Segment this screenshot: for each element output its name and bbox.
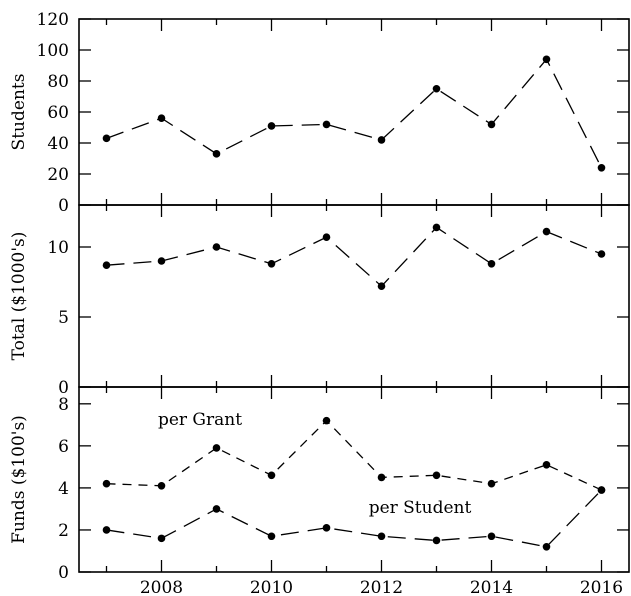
data-point — [157, 257, 166, 265]
data-point — [267, 260, 276, 268]
series-line-3-2 — [106, 489, 602, 548]
y-tick-label: 120 — [37, 10, 69, 30]
data-point — [487, 479, 496, 488]
y-tick-label: 2 — [58, 521, 69, 541]
panel-2-ylabel: Total ($1000's) — [9, 232, 29, 361]
y-tick-label: 80 — [47, 72, 69, 92]
panel-1-frame — [78, 18, 630, 206]
data-point — [377, 473, 386, 482]
data-point — [432, 471, 441, 480]
y-tick-label: 0 — [58, 196, 69, 216]
data-point — [487, 260, 496, 268]
data-point — [432, 223, 441, 232]
data-point — [542, 460, 551, 469]
panel-3-ylabel: Funds ($100's) — [9, 415, 29, 544]
data-point — [377, 532, 386, 541]
data-point — [322, 524, 331, 532]
data-point — [102, 479, 111, 488]
y-tick-label: 0 — [58, 378, 69, 398]
y-tick-label: 100 — [37, 41, 69, 61]
data-point — [542, 227, 551, 236]
data-point — [487, 120, 496, 129]
data-point — [267, 471, 276, 480]
data-point — [157, 534, 166, 543]
data-point — [597, 486, 606, 494]
data-point — [377, 136, 386, 144]
y-tick-label: 6 — [58, 437, 69, 457]
data-point — [212, 444, 221, 452]
data-point — [322, 120, 331, 129]
data-point — [212, 243, 221, 251]
data-point — [102, 526, 111, 534]
panel-1-ylabel: Students — [9, 74, 29, 151]
x-tick-label: 2008 — [140, 578, 183, 596]
data-point — [322, 233, 331, 241]
data-point — [322, 416, 331, 425]
series-line-1-1 — [106, 58, 603, 169]
y-tick-label: 0 — [58, 563, 69, 583]
data-point — [157, 114, 166, 122]
x-tick-label: 2016 — [580, 578, 623, 596]
x-tick-label: 2010 — [250, 578, 293, 596]
y-tick-label: 8 — [58, 395, 69, 415]
data-point — [432, 84, 441, 93]
y-tick-label: 4 — [58, 479, 69, 499]
data-point — [542, 542, 551, 551]
data-point — [102, 261, 111, 270]
data-point — [432, 536, 441, 545]
y-tick-label: 5 — [58, 308, 69, 328]
data-point — [487, 532, 496, 541]
x-tick-label: 2012 — [360, 578, 403, 596]
series-line-2-1 — [106, 226, 602, 288]
data-point — [267, 122, 276, 130]
data-point — [542, 55, 551, 64]
data-point — [157, 482, 166, 490]
data-point — [102, 134, 111, 143]
series-annotation: per Student — [369, 498, 472, 518]
data-point — [212, 150, 221, 158]
panel-3-frame — [78, 386, 630, 573]
y-tick-label: 60 — [47, 103, 69, 123]
data-point — [212, 505, 221, 513]
data-point — [377, 282, 386, 291]
series-annotation: per Grant — [158, 410, 242, 430]
y-tick-label: 10 — [47, 238, 69, 258]
series-line-3-1 — [106, 419, 602, 491]
y-tick-label: 40 — [47, 134, 69, 154]
data-point — [597, 164, 606, 172]
y-tick-label: 20 — [47, 165, 69, 185]
data-point — [267, 532, 276, 541]
data-point — [597, 250, 606, 258]
x-tick-label: 2014 — [470, 578, 513, 596]
